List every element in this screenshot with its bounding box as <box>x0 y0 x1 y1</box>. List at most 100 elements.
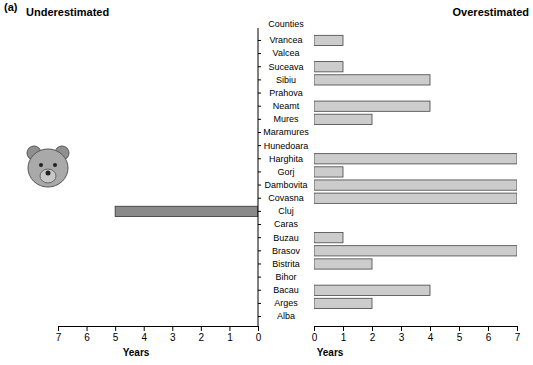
tick: Buzau <box>258 233 299 243</box>
tick: Caras <box>258 219 298 229</box>
bear-muzzle <box>40 169 56 183</box>
tick-label: 1 <box>227 332 233 343</box>
tick-mark <box>172 326 173 331</box>
bar <box>314 246 517 256</box>
tick-mark <box>314 326 315 331</box>
tick: 5 <box>113 326 119 343</box>
tick: 3 <box>399 326 405 343</box>
tick-mark <box>144 326 145 331</box>
axis-title: Years <box>317 347 344 358</box>
tick-mark <box>258 185 261 186</box>
axis-line <box>59 327 259 332</box>
tick: 1 <box>227 326 233 343</box>
bar <box>314 154 517 164</box>
tick-mark <box>258 277 261 278</box>
tick: 4 <box>428 326 434 343</box>
tick-label: Bacau <box>273 285 299 295</box>
tick: Suceava <box>258 62 304 72</box>
tick-label: 3 <box>399 332 405 343</box>
tick: Vrancea <box>258 35 303 45</box>
tick-label: Harghita <box>269 154 303 164</box>
bar <box>314 114 372 124</box>
bar <box>314 127 315 137</box>
tick: 3 <box>170 326 176 343</box>
tick-mark <box>258 66 261 67</box>
tick-label: Maramures <box>263 127 309 137</box>
chart-title: (a) <box>4 1 18 13</box>
tick: 7 <box>56 326 62 343</box>
tick-mark <box>258 303 261 304</box>
tick-label: Neamt <box>273 101 300 111</box>
tick-label: Brasov <box>272 246 301 256</box>
bar <box>314 193 517 203</box>
tick-label: 6 <box>486 332 492 343</box>
tick: Neamt <box>258 101 300 111</box>
tick: 7 <box>515 326 521 343</box>
tick-mark <box>488 326 489 331</box>
tick: Valcea <box>258 48 299 58</box>
tick-mark <box>258 263 261 264</box>
bear-nose <box>46 171 51 176</box>
chart: (a) Underestimated 0 1 2 3 4 5 6 7 Years Overestima… <box>0 0 533 365</box>
axis-title: Years <box>123 347 150 358</box>
tick-mark <box>430 326 431 331</box>
tick-mark <box>258 145 261 146</box>
series-name: Overestimated <box>453 6 529 18</box>
tick: Bacau <box>258 285 299 295</box>
tick-label: 7 <box>515 332 521 343</box>
tick-mark <box>115 326 116 331</box>
tick: 0 <box>256 326 262 343</box>
tick-label: Buzau <box>273 233 299 243</box>
series-name: Underestimated <box>26 6 109 18</box>
tick-mark <box>258 106 261 107</box>
bar <box>314 35 343 45</box>
bar <box>314 88 315 98</box>
tick: 6 <box>486 326 492 343</box>
tick: Hunedoara <box>258 141 308 151</box>
bar <box>115 206 258 216</box>
tick-mark <box>201 326 202 331</box>
tick-mark <box>58 326 59 331</box>
tick-label: Bistrita <box>272 259 300 269</box>
tick-label: Bihor <box>275 272 296 282</box>
tick-label: Gorj <box>277 167 294 177</box>
tick-mark <box>258 53 261 54</box>
tick-label: 3 <box>170 332 176 343</box>
tick-mark <box>258 316 261 317</box>
tick: Sibiu <box>258 75 296 85</box>
tick: Bihor <box>258 272 297 282</box>
bar <box>314 167 343 177</box>
tick-label: 0 <box>256 332 262 343</box>
tick-mark <box>229 326 230 331</box>
tick-label: Caras <box>274 219 299 229</box>
tick-mark <box>258 290 261 291</box>
bar <box>314 233 343 243</box>
tick-mark <box>258 158 261 159</box>
bar <box>314 206 315 216</box>
tick-mark <box>459 326 460 331</box>
tick: Bistrita <box>258 259 300 269</box>
tick: 4 <box>141 326 147 343</box>
bar <box>314 180 517 190</box>
bars <box>115 206 258 216</box>
x-axis: 01234567 <box>312 326 521 343</box>
axis-title: Counties <box>268 19 304 29</box>
bar <box>314 298 372 308</box>
bar <box>314 285 430 295</box>
tick-label: Sibiu <box>276 75 296 85</box>
tick: Alba <box>258 311 295 321</box>
tick-mark <box>258 171 261 172</box>
axis-line <box>315 327 518 332</box>
axis-line <box>258 28 259 326</box>
tick-label: Prahova <box>269 88 303 98</box>
tick-label: Hunedoara <box>264 141 309 151</box>
tick: Prahova <box>258 88 303 98</box>
tick-mark <box>401 326 402 331</box>
tick: Gorj <box>258 167 295 177</box>
tick: Mures <box>258 114 299 124</box>
tick-mark <box>343 326 344 331</box>
tick-label: Suceava <box>268 62 303 72</box>
bar <box>314 219 315 229</box>
tick: 2 <box>199 326 205 343</box>
tick-label: Alba <box>277 311 295 321</box>
